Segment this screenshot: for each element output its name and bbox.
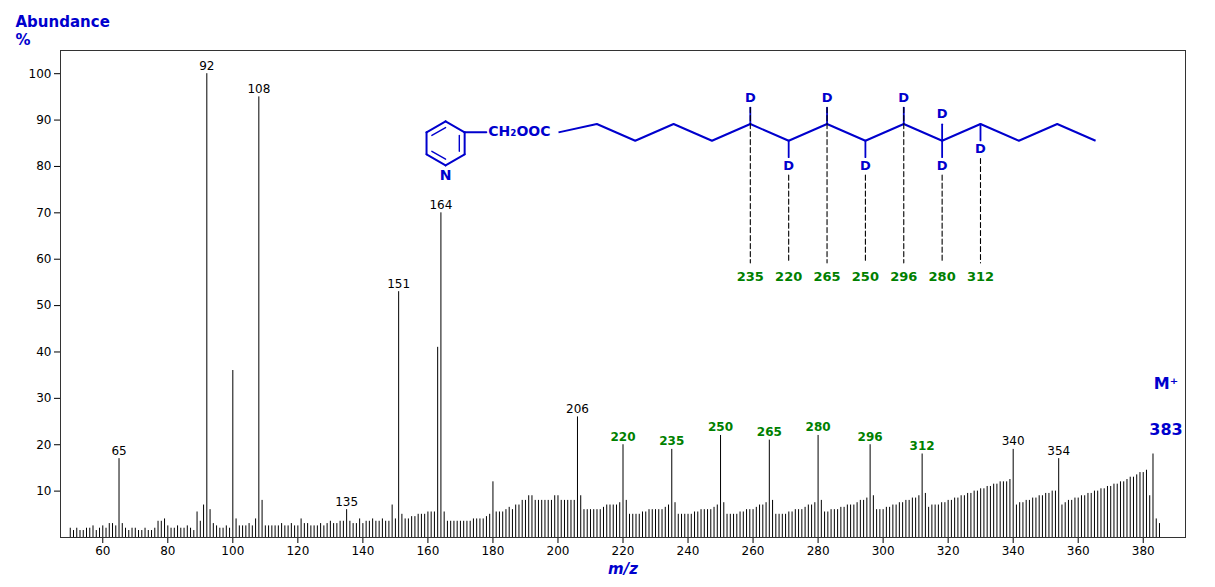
svg-text:265: 265 — [813, 269, 840, 284]
svg-text:220: 220 — [775, 269, 802, 284]
svg-text:280: 280 — [807, 544, 830, 558]
svg-text:92: 92 — [199, 59, 214, 73]
svg-text:220: 220 — [612, 544, 635, 558]
svg-text:80: 80 — [160, 544, 175, 558]
svg-text:160: 160 — [416, 544, 439, 558]
svg-text:296: 296 — [890, 269, 917, 284]
svg-text:60: 60 — [95, 544, 110, 558]
svg-text:D: D — [975, 141, 986, 156]
svg-text:235: 235 — [659, 434, 684, 448]
svg-text:D: D — [937, 158, 948, 173]
svg-text:65: 65 — [111, 444, 126, 458]
svg-text:360: 360 — [1067, 544, 1090, 558]
svg-text:30: 30 — [36, 391, 51, 405]
svg-text:M⁺: M⁺ — [1154, 374, 1178, 393]
svg-text:380: 380 — [1132, 544, 1155, 558]
svg-text:108: 108 — [247, 82, 270, 96]
svg-text:D: D — [822, 90, 833, 105]
svg-text:200: 200 — [547, 544, 570, 558]
svg-text:D: D — [783, 158, 794, 173]
svg-text:151: 151 — [387, 277, 410, 291]
svg-text:40: 40 — [36, 345, 51, 359]
svg-text:60: 60 — [36, 252, 51, 266]
svg-text:D: D — [937, 106, 948, 121]
svg-text:312: 312 — [910, 439, 935, 453]
svg-text:320: 320 — [937, 544, 960, 558]
svg-text:D: D — [745, 90, 756, 105]
svg-text:240: 240 — [677, 544, 700, 558]
svg-text:100: 100 — [29, 67, 52, 81]
svg-text:Abundance: Abundance — [16, 13, 110, 31]
svg-text:D: D — [860, 158, 871, 173]
svg-text:10: 10 — [36, 484, 51, 498]
svg-text:100: 100 — [221, 544, 244, 558]
svg-text:340: 340 — [1002, 544, 1025, 558]
svg-text:164: 164 — [429, 198, 452, 212]
svg-text:70: 70 — [36, 206, 51, 220]
svg-text:50: 50 — [36, 298, 51, 312]
svg-text:120: 120 — [286, 544, 309, 558]
svg-text:m/z: m/z — [608, 560, 638, 578]
svg-text:90: 90 — [36, 113, 51, 127]
svg-text:250: 250 — [852, 269, 879, 284]
svg-text:250: 250 — [708, 420, 733, 434]
svg-text:280: 280 — [929, 269, 956, 284]
svg-text:CH₂OOC: CH₂OOC — [488, 123, 550, 139]
svg-text:206: 206 — [566, 402, 589, 416]
svg-text:80: 80 — [36, 159, 51, 173]
svg-text:300: 300 — [872, 544, 895, 558]
svg-text:20: 20 — [36, 438, 51, 452]
svg-text:296: 296 — [858, 430, 883, 444]
svg-text:140: 140 — [351, 544, 374, 558]
svg-text:%: % — [16, 31, 31, 49]
svg-text:265: 265 — [757, 425, 782, 439]
svg-text:280: 280 — [806, 420, 831, 434]
svg-text:N: N — [440, 167, 452, 183]
svg-text:260: 260 — [742, 544, 765, 558]
svg-text:135: 135 — [335, 495, 358, 509]
svg-text:383: 383 — [1149, 420, 1182, 439]
svg-text:180: 180 — [481, 544, 504, 558]
svg-text:354: 354 — [1047, 444, 1070, 458]
svg-text:235: 235 — [737, 269, 764, 284]
svg-text:340: 340 — [1002, 434, 1025, 448]
svg-text:312: 312 — [967, 269, 994, 284]
svg-text:D: D — [898, 90, 909, 105]
svg-text:220: 220 — [610, 430, 635, 444]
